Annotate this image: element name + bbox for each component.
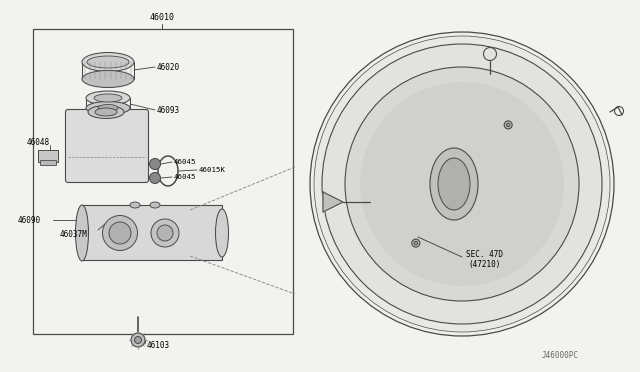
Circle shape: [345, 67, 579, 301]
Ellipse shape: [157, 225, 173, 241]
Ellipse shape: [134, 337, 141, 343]
Ellipse shape: [412, 239, 420, 247]
Polygon shape: [323, 192, 343, 212]
Ellipse shape: [438, 158, 470, 210]
Circle shape: [314, 36, 610, 332]
Ellipse shape: [76, 205, 88, 261]
Ellipse shape: [216, 209, 228, 257]
Text: 46093: 46093: [157, 106, 180, 115]
Ellipse shape: [94, 94, 122, 102]
Ellipse shape: [151, 219, 179, 247]
Circle shape: [322, 44, 602, 324]
Ellipse shape: [82, 71, 134, 87]
Circle shape: [150, 158, 161, 170]
Text: 46045: 46045: [174, 174, 196, 180]
Circle shape: [360, 82, 564, 286]
Bar: [40, 160, 56, 165]
Bar: [38, 150, 58, 162]
Ellipse shape: [131, 333, 145, 347]
Ellipse shape: [430, 148, 478, 220]
Text: 46103: 46103: [147, 340, 170, 350]
Ellipse shape: [130, 202, 140, 208]
Ellipse shape: [98, 105, 118, 112]
Ellipse shape: [87, 56, 129, 68]
Circle shape: [150, 173, 161, 183]
Text: 46010: 46010: [150, 13, 175, 22]
Ellipse shape: [109, 222, 131, 244]
Ellipse shape: [86, 91, 130, 105]
Bar: [33, 29, 293, 334]
Ellipse shape: [102, 215, 138, 250]
Text: J46000PC: J46000PC: [541, 350, 579, 359]
Text: (47210): (47210): [469, 260, 501, 269]
Ellipse shape: [504, 121, 512, 129]
Circle shape: [310, 32, 614, 336]
Bar: [82, 205, 222, 260]
Ellipse shape: [82, 52, 134, 71]
Ellipse shape: [506, 123, 510, 126]
Text: SEC. 47D: SEC. 47D: [467, 250, 504, 259]
Text: 46020: 46020: [157, 62, 180, 71]
Ellipse shape: [88, 106, 124, 119]
Text: 46037M: 46037M: [60, 230, 88, 238]
Text: 46048: 46048: [27, 138, 50, 147]
Text: 46015K: 46015K: [199, 167, 226, 173]
Ellipse shape: [86, 102, 130, 115]
Text: 46045: 46045: [174, 159, 196, 165]
FancyBboxPatch shape: [65, 109, 148, 183]
Ellipse shape: [95, 108, 117, 116]
Ellipse shape: [414, 241, 417, 245]
Ellipse shape: [150, 202, 160, 208]
Text: 46090: 46090: [18, 215, 41, 224]
